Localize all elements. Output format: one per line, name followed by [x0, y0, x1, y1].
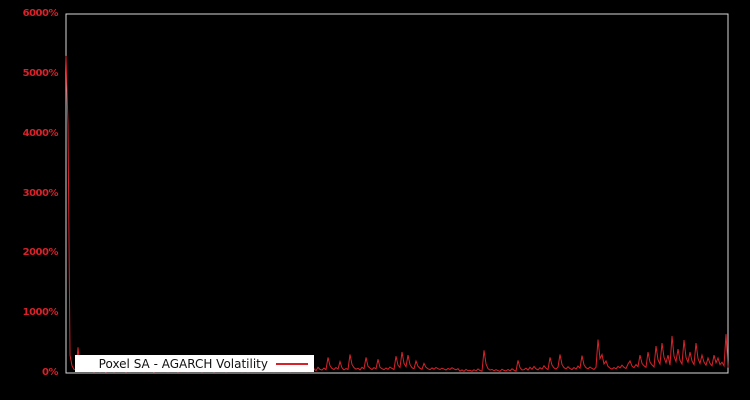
legend: Poxel SA - AGARCH Volatility: [75, 355, 314, 372]
legend-series-label: Poxel SA - AGARCH Volatility: [98, 356, 268, 371]
volatility-series-line: [65, 55, 729, 373]
legend-line-sample-icon: [276, 362, 308, 365]
y-tick-label: 2000%: [22, 247, 59, 259]
y-tick-label: 3000%: [22, 187, 59, 199]
plot-frame: [65, 13, 729, 374]
y-tick-label: 4000%: [22, 127, 59, 139]
y-tick-label: 5000%: [22, 67, 59, 79]
y-tick-label: 0%: [42, 367, 58, 378]
y-tick-label: 1000%: [22, 307, 59, 319]
y-tick-label: 6000%: [22, 8, 59, 19]
